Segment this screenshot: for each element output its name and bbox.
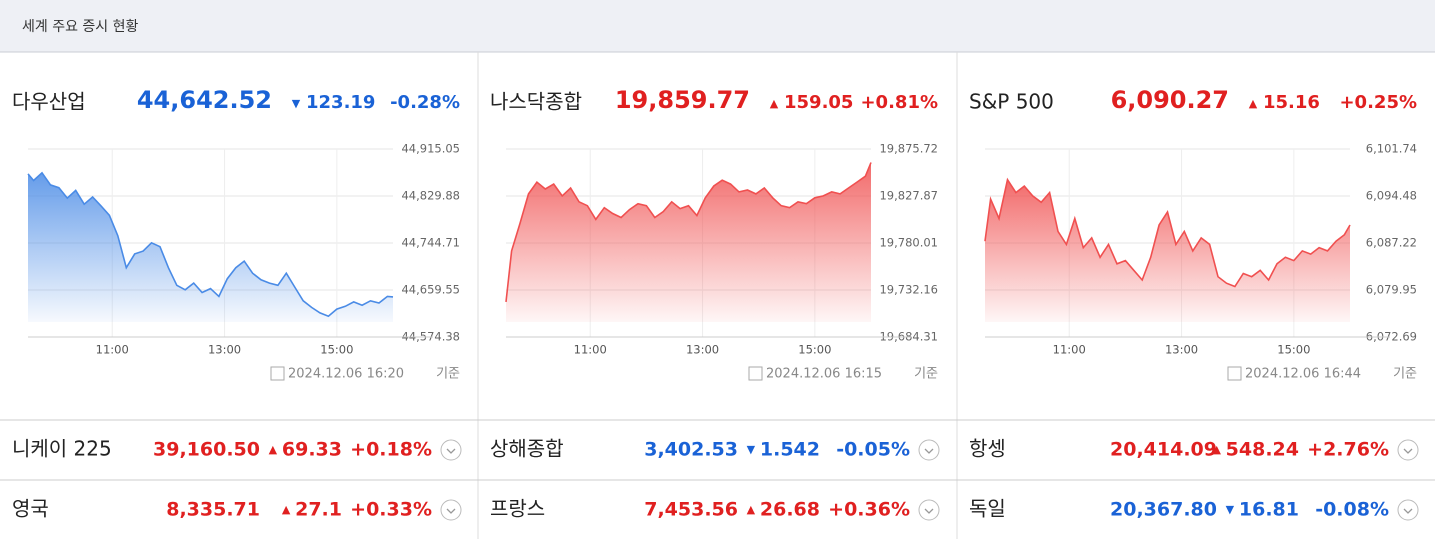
calendar-icon bbox=[270, 366, 285, 381]
price: 6,090.27 bbox=[1111, 86, 1229, 114]
x-tick-label: 15:00 bbox=[1277, 343, 1310, 357]
y-tick-label: 6,079.95 bbox=[1366, 283, 1417, 297]
x-tick-label: 15:00 bbox=[320, 343, 353, 357]
y-tick-label: 6,087.22 bbox=[1366, 235, 1417, 249]
index-name: 다우산업 bbox=[12, 90, 86, 114]
y-tick-label: 19,827.87 bbox=[879, 188, 938, 202]
market-name: 독일 bbox=[969, 497, 1006, 521]
expand-button[interactable] bbox=[918, 439, 940, 461]
market-price: 7,453.56 bbox=[644, 499, 738, 521]
market-price: 39,160.50 bbox=[153, 439, 260, 461]
market-change: 1.542 bbox=[760, 439, 820, 461]
market-name: 항셍 bbox=[969, 437, 1006, 461]
change-pct: +0.25% bbox=[1339, 92, 1417, 113]
market-change: 16.81 bbox=[1239, 499, 1299, 521]
price: 19,859.77 bbox=[615, 86, 750, 114]
market-price: 3,402.53 bbox=[644, 439, 738, 461]
expand-button[interactable] bbox=[1397, 439, 1419, 461]
market-change: 69.33 bbox=[282, 439, 342, 461]
change-pct: +0.81% bbox=[860, 92, 938, 113]
market-change-pct: +0.33% bbox=[350, 499, 432, 521]
market-change-pct: -0.05% bbox=[836, 439, 910, 461]
expand-button[interactable] bbox=[918, 499, 940, 521]
timestamp: 2024.12.06 16:20 bbox=[288, 367, 404, 382]
calendar-icon bbox=[748, 366, 763, 381]
chevron bbox=[1403, 508, 1413, 514]
y-tick-label: 44,915.05 bbox=[401, 142, 460, 156]
y-tick-label: 6,101.74 bbox=[1366, 142, 1417, 156]
chevron bbox=[1403, 448, 1413, 454]
change: 123.19 bbox=[306, 92, 375, 113]
expand-button[interactable] bbox=[1397, 499, 1419, 521]
market-price: 8,335.71 bbox=[166, 499, 260, 521]
arrow: ▲ bbox=[770, 97, 779, 110]
x-tick-label: 11:00 bbox=[574, 343, 607, 357]
y-tick-label: 44,744.71 bbox=[401, 236, 460, 250]
header-title: 세계 주요 증시 현황 bbox=[22, 19, 139, 35]
y-tick-label: 44,659.55 bbox=[401, 282, 460, 296]
market-change-pct: +0.36% bbox=[828, 499, 910, 521]
market-change: 27.1 bbox=[295, 499, 342, 521]
price-line bbox=[984, 177, 1351, 288]
index-name: 나스닥종합 bbox=[490, 90, 582, 114]
y-tick-label: 6,094.48 bbox=[1366, 188, 1417, 202]
market-change: 548.24 bbox=[1226, 439, 1299, 461]
market-name: 상해종합 bbox=[490, 437, 564, 461]
timestamp: 2024.12.06 16:44 bbox=[1245, 367, 1361, 382]
chevron bbox=[446, 448, 456, 454]
x-tick-label: 13:00 bbox=[686, 343, 719, 357]
market-price: 20,414.09 bbox=[1110, 439, 1217, 461]
market-name: 니케이 225 bbox=[12, 437, 112, 461]
arrow: ▼ bbox=[1226, 503, 1235, 516]
timestamp-suffix: 기준 bbox=[914, 367, 938, 382]
timestamp-suffix: 기준 bbox=[436, 367, 460, 382]
market-name: 영국 bbox=[12, 497, 49, 521]
y-tick-label: 19,780.01 bbox=[879, 236, 938, 250]
timestamp: 2024.12.06 16:15 bbox=[766, 367, 882, 382]
y-tick-label: 19,875.72 bbox=[879, 142, 938, 156]
market-name: 프랑스 bbox=[490, 497, 545, 521]
market-price: 20,367.80 bbox=[1110, 499, 1217, 521]
header-bg bbox=[0, 0, 1435, 52]
price: 44,642.52 bbox=[137, 86, 272, 114]
change-pct: -0.28% bbox=[390, 92, 460, 113]
market-change-pct: -0.08% bbox=[1315, 499, 1389, 521]
arrow: ▲ bbox=[1249, 97, 1258, 110]
arrow: ▲ bbox=[747, 503, 756, 516]
area-fill bbox=[985, 179, 1350, 322]
arrow: ▲ bbox=[1212, 443, 1221, 456]
area-fill bbox=[506, 162, 871, 322]
arrow: ▲ bbox=[269, 443, 278, 456]
timestamp-suffix: 기준 bbox=[1393, 367, 1417, 382]
x-tick-label: 11:00 bbox=[96, 343, 129, 357]
y-tick-label: 19,732.16 bbox=[879, 283, 938, 297]
market-change-pct: +0.18% bbox=[350, 439, 432, 461]
x-tick-label: 11:00 bbox=[1053, 343, 1086, 357]
chevron bbox=[924, 448, 934, 454]
expand-button[interactable] bbox=[440, 499, 462, 521]
change: 159.05 bbox=[784, 92, 853, 113]
price-line bbox=[505, 162, 872, 302]
x-tick-label: 15:00 bbox=[798, 343, 831, 357]
index-name: S&P 500 bbox=[969, 90, 1054, 114]
area-fill bbox=[28, 172, 393, 322]
expand-button[interactable] bbox=[440, 439, 462, 461]
market-change: 26.68 bbox=[760, 499, 820, 521]
market-change-pct: +2.76% bbox=[1307, 439, 1389, 461]
arrow: ▲ bbox=[282, 503, 291, 516]
change: 15.16 bbox=[1263, 92, 1320, 113]
arrow: ▼ bbox=[292, 97, 301, 110]
arrow: ▼ bbox=[747, 443, 756, 456]
chevron bbox=[446, 508, 456, 514]
calendar-icon bbox=[1227, 366, 1242, 381]
y-tick-label: 44,829.88 bbox=[401, 189, 460, 203]
chevron bbox=[924, 508, 934, 514]
price-line bbox=[27, 171, 394, 318]
x-tick-label: 13:00 bbox=[208, 343, 241, 357]
y-tick-label: 6,072.69 bbox=[1366, 330, 1417, 344]
x-tick-label: 13:00 bbox=[1165, 343, 1198, 357]
